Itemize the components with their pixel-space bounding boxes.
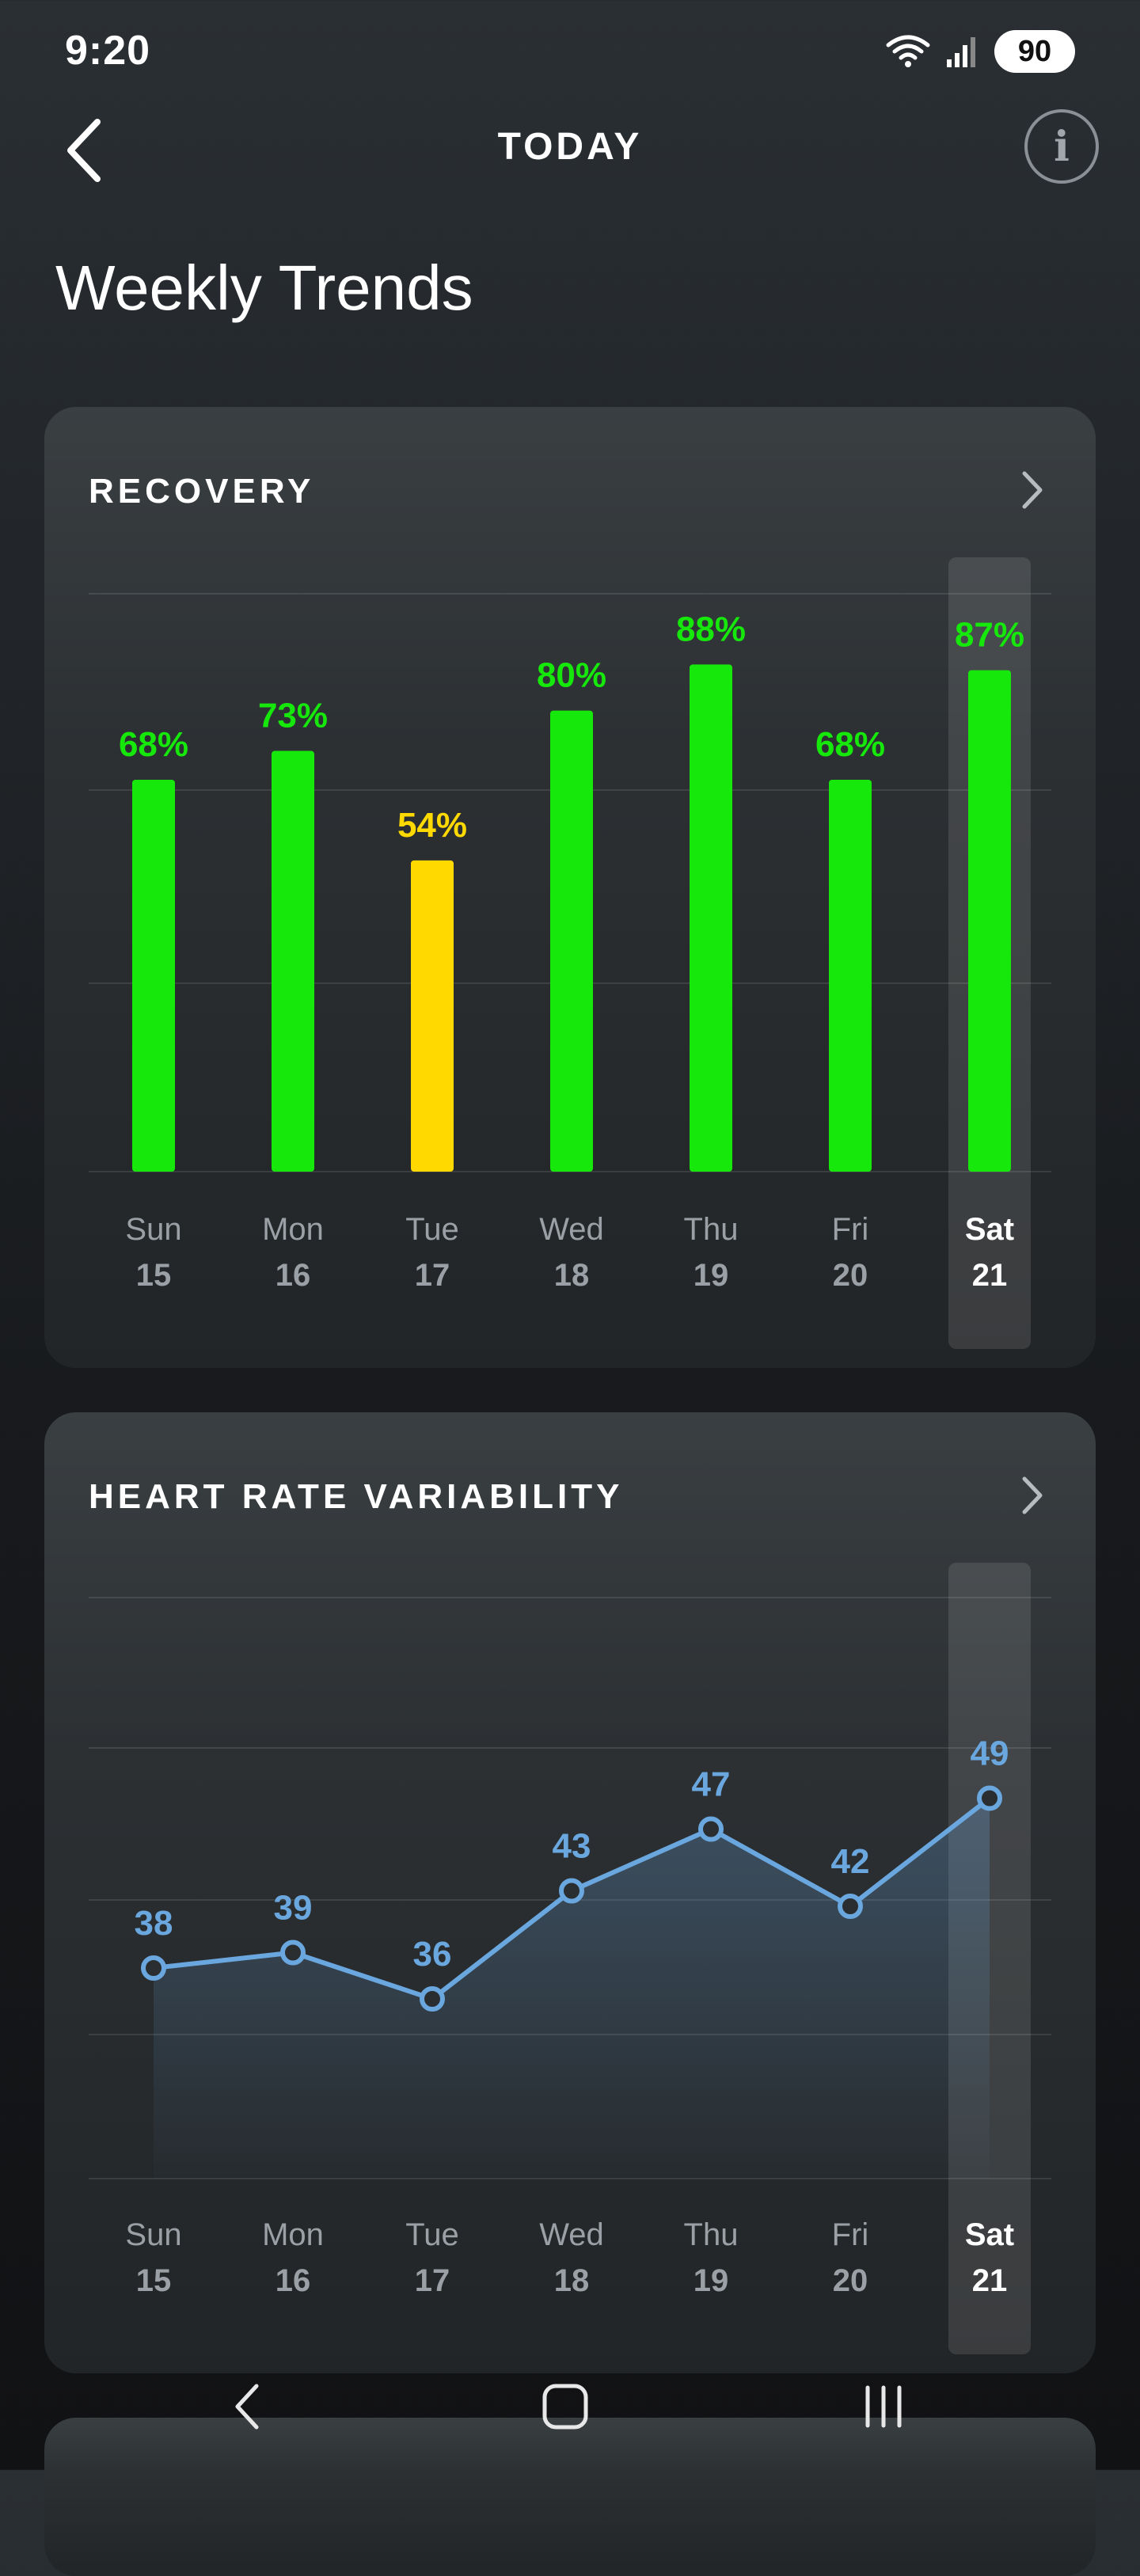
hrv-details-button[interactable] <box>1009 1468 1056 1523</box>
hrv-chart: Sun 15 Mon 16 Tue 17 Wed 18 Thu 19 Fri 20 Sat 21 38 39 3… <box>89 1563 1051 2354</box>
hrv-point <box>559 1878 584 1904</box>
x-tick-day: Sat <box>965 1212 1014 1247</box>
x-tick-day: Fri <box>832 2217 869 2252</box>
x-tick-day: Thu <box>684 1212 739 1247</box>
x-tick-date: 18 <box>554 1258 590 1293</box>
recovery-bar-label: 80% <box>537 656 606 695</box>
hrv-point-label: 43 <box>553 1827 591 1866</box>
hrv-point <box>141 1955 166 1981</box>
recovery-chart: Sun 15 Mon 16 Tue 17 Wed 18 Thu 19 Fri 20 Sat 21 68% 73… <box>89 557 1051 1349</box>
x-tick-day: Wed <box>539 1212 604 1247</box>
x-tick-date: 19 <box>694 1258 729 1293</box>
back-button[interactable] <box>48 111 119 190</box>
header-title: TODAY <box>497 126 643 168</box>
x-tick-date: 19 <box>694 2263 729 2298</box>
x-tick-day: Sun <box>125 2217 181 2252</box>
info-button[interactable]: i <box>1024 109 1099 184</box>
x-tick-day: Sat <box>965 2217 1014 2252</box>
nav-back-button[interactable] <box>200 2367 294 2446</box>
chevron-right-icon <box>1022 1476 1043 1514</box>
hrv-point-label: 38 <box>135 1904 173 1943</box>
hrv-point <box>420 1986 445 2012</box>
nav-recents-icon <box>865 2385 902 2428</box>
info-icon: i <box>1054 122 1070 171</box>
recovery-bar-label: 68% <box>119 725 188 764</box>
x-tick-date: 20 <box>833 1258 868 1293</box>
chevron-right-icon <box>1022 471 1043 509</box>
nav-home-button[interactable] <box>518 2367 613 2446</box>
hrv-point <box>838 1894 863 1919</box>
hrv-point-label: 49 <box>971 1734 1009 1773</box>
recovery-bar-label: 54% <box>397 806 467 845</box>
hrv-card[interactable]: HEART RATE VARIABILITY Sun 15 Mon 16 Tue 17 We… <box>44 1412 1096 2373</box>
hrv-point-label: 36 <box>413 1935 452 1974</box>
recovery-bar <box>690 664 732 1172</box>
recovery-details-button[interactable] <box>1009 462 1056 518</box>
x-tick-date: 16 <box>276 1258 311 1293</box>
recovery-bar <box>132 779 175 1172</box>
x-tick-date: 15 <box>136 2263 172 2298</box>
hrv-point-label: 39 <box>274 1889 313 1928</box>
recovery-bar-label: 73% <box>258 697 328 735</box>
nav-recents-button[interactable] <box>836 2367 931 2446</box>
recovery-bar-label: 88% <box>676 610 746 648</box>
recovery-bar <box>411 860 454 1172</box>
chevron-left-icon <box>67 119 101 182</box>
recovery-bar <box>968 670 1011 1172</box>
x-tick-day: Sun <box>125 1212 181 1247</box>
page-title: Weekly Trends <box>55 253 473 323</box>
recovery-card[interactable]: RECOVERY Sun 15 Mon 16 Tue 17 Wed 18 Thu 19 Fri 20 S… <box>44 407 1096 1368</box>
x-tick-date: 16 <box>276 2263 311 2298</box>
hrv-point <box>977 1785 1002 1811</box>
status-icons: 90 <box>885 30 1075 73</box>
x-tick-day: Thu <box>684 2217 739 2252</box>
recovery-bar <box>550 710 593 1172</box>
recovery-bar <box>829 779 872 1172</box>
x-tick-day: Fri <box>832 1212 869 1247</box>
x-tick-date: 15 <box>136 1258 172 1293</box>
x-tick-day: Wed <box>539 2217 604 2252</box>
nav-home-icon <box>542 2384 588 2430</box>
wifi-icon <box>886 35 930 67</box>
x-tick-day: Mon <box>262 2217 324 2252</box>
x-tick-day: Mon <box>262 1212 324 1247</box>
x-tick-date: 17 <box>415 1258 450 1293</box>
x-tick-day: Tue <box>405 1212 458 1247</box>
recovery-bar-label: 68% <box>815 725 885 764</box>
hrv-card-title: HEART RATE VARIABILITY <box>89 1477 624 1516</box>
hrv-point <box>698 1816 724 1842</box>
x-tick-date: 17 <box>415 2263 450 2298</box>
status-time: 9:20 <box>65 28 151 74</box>
x-tick-date: 21 <box>972 2263 1008 2298</box>
hrv-area <box>154 1798 990 2179</box>
recovery-bar-label: 87% <box>955 616 1024 655</box>
x-tick-date: 20 <box>833 2263 868 2298</box>
battery-indicator: 90 <box>994 30 1075 73</box>
x-tick-date: 21 <box>972 1258 1008 1293</box>
hrv-point-label: 47 <box>692 1765 731 1804</box>
recovery-card-title: RECOVERY <box>89 472 315 511</box>
hrv-point-label: 42 <box>831 1842 870 1881</box>
nav-back-icon <box>235 2384 259 2430</box>
recovery-bar <box>272 750 314 1172</box>
x-tick-day: Tue <box>405 2217 458 2252</box>
hrv-point <box>280 1940 306 1966</box>
signal-icon <box>947 37 975 67</box>
x-tick-date: 18 <box>554 2263 590 2298</box>
